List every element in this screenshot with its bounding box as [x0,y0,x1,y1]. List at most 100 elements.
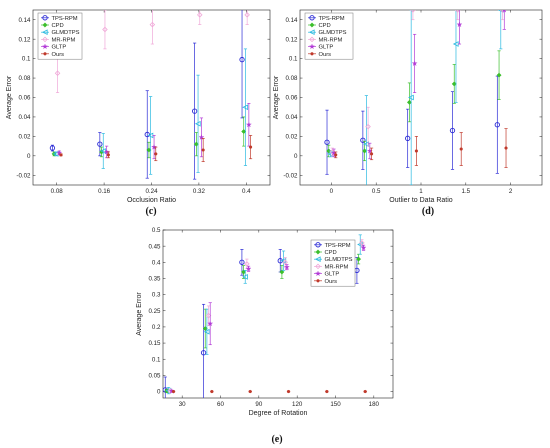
marker-glmdtps [242,273,248,280]
legend-label: Ours [52,52,65,58]
legend-item-mr-rpm: MR-RPM [41,36,76,43]
marker-ours [334,153,338,157]
x-tick-label: 0 [330,188,334,195]
legend-label: GLMDTPS [319,30,347,36]
x-tick-label: 1.5 [462,188,471,195]
y-tick-label: 0.02 [285,133,298,140]
marker-ours [459,147,463,151]
marker-ours [201,148,205,152]
series-group [49,10,253,180]
marker-cpd [496,72,502,78]
marker-cpd [42,22,48,28]
marker-ours [154,152,158,156]
marker-gltp [315,270,321,277]
marker-tps-rpm [405,135,411,141]
legend-label: CPD [319,23,331,29]
marker-glmdtps [497,10,504,13]
x-tick-label: 120 [292,401,303,408]
marker-gltp [502,10,507,13]
series-ours [334,128,508,168]
legend-item-glmdtps: GLMDTPS [314,256,353,263]
marker-glmdtps [194,120,201,127]
chart-panel-d: 0 0.5 1 1.5 2 -0.02 0 0.02 0.04 0.06 0.08 0.1 0.12 0.… [273,9,543,217]
marker-glmdtps [314,256,321,263]
marker-tps-rpm [449,127,456,134]
legend-label: GLTP [319,45,334,51]
y-axis-label: Average Error [136,292,143,336]
marker-mr-rpm [244,261,250,267]
marker-gltp [283,264,290,270]
legend-label: GLMDTPS [52,30,80,36]
legend-item-tps-rpm: TPS-RPM [41,15,78,22]
y-tick-label: 0.08 [285,75,298,82]
marker-tps-rpm [309,15,315,21]
legend-box [310,239,356,287]
marker-tps-rpm [144,131,150,138]
x-tick-label: 0.32 [193,188,206,195]
legend-label: MR-RPM [52,37,76,43]
y-tick-label: 0.14 [18,17,31,24]
legend-item-mr-rpm: MR-RPM [308,36,342,43]
marker-mr-rpm [244,12,250,18]
marker-gltp [309,43,315,50]
y-tick-label: 0.4 [152,259,161,266]
panel-caption: (d) [422,206,434,217]
y-tick-label: 0.04 [18,114,31,121]
x-tick-label: 2 [509,188,513,195]
legend-label: GLTP [52,45,67,51]
marker-ours [43,52,47,56]
series-glmdtps [327,10,504,185]
legend-item-gltp: GLTP [314,270,340,278]
x-tick-label: 0.4 [242,188,251,195]
marker-tps-rpm [191,108,198,114]
marker-mr-rpm [365,123,371,130]
y-tick-label: 0.06 [285,95,298,102]
marker-tps-rpm [239,259,245,265]
marker-glmdtps [363,141,369,148]
marker-ours [210,389,214,394]
chart-panel-c: 0.08 0.16 0.24 0.32 0.4 -0.02 0 0.02 0.04 0.06 0.0… [6,9,271,217]
marker-gltp [198,134,205,140]
x-tick-label: 90 [255,401,262,408]
y-tick-label: 0.3 [152,292,161,299]
marker-gltp [360,244,367,251]
plot-area [162,229,394,399]
marker-mr-rpm [196,12,203,18]
y-tick-label: 0.05 [148,372,161,379]
legend-box [37,12,83,60]
y-tick-label: 0.12 [18,36,31,43]
marker-tps-rpm [494,122,500,128]
legend-label: GLTP [325,272,340,278]
marker-ours [248,389,252,394]
x-tick-label: 0.08 [51,188,64,195]
marker-mr-rpm [42,36,48,43]
marker-glmdtps [242,104,249,111]
marker-cpd [309,22,315,28]
legend-label: TPS-RPM [319,16,345,22]
marker-ours [171,389,176,394]
marker-ours [325,389,329,394]
x-axis-label: Degree of Rotation [249,410,308,417]
marker-cpd [279,269,285,275]
x-tick-label: 60 [217,401,224,408]
y-tick-label: 0.12 [285,36,298,43]
legend-label: Ours [325,279,338,285]
legend-item-glmdtps: GLMDTPS [41,29,80,36]
series-ours [59,135,253,163]
panel-caption: (c) [145,206,156,217]
marker-gltp [207,320,214,327]
legend-item-tps-rpm: TPS-RPM [308,15,345,22]
x-axis-label: Occlusion Ratio [127,197,176,204]
x-tick-label: 150 [330,401,341,408]
y-axis-label: Average Error [6,75,13,119]
y-tick-label: 0.06 [18,95,31,102]
x-tick-label: 1 [419,188,423,195]
marker-tps-rpm [239,56,245,63]
x-tick-label: 0.16 [98,188,111,195]
marker-glmdtps [203,328,210,335]
legend-label: TPS-RPM [52,16,78,22]
series-group [324,10,508,185]
marker-tps-rpm [277,258,283,264]
y-tick-label: 0.15 [148,340,161,347]
